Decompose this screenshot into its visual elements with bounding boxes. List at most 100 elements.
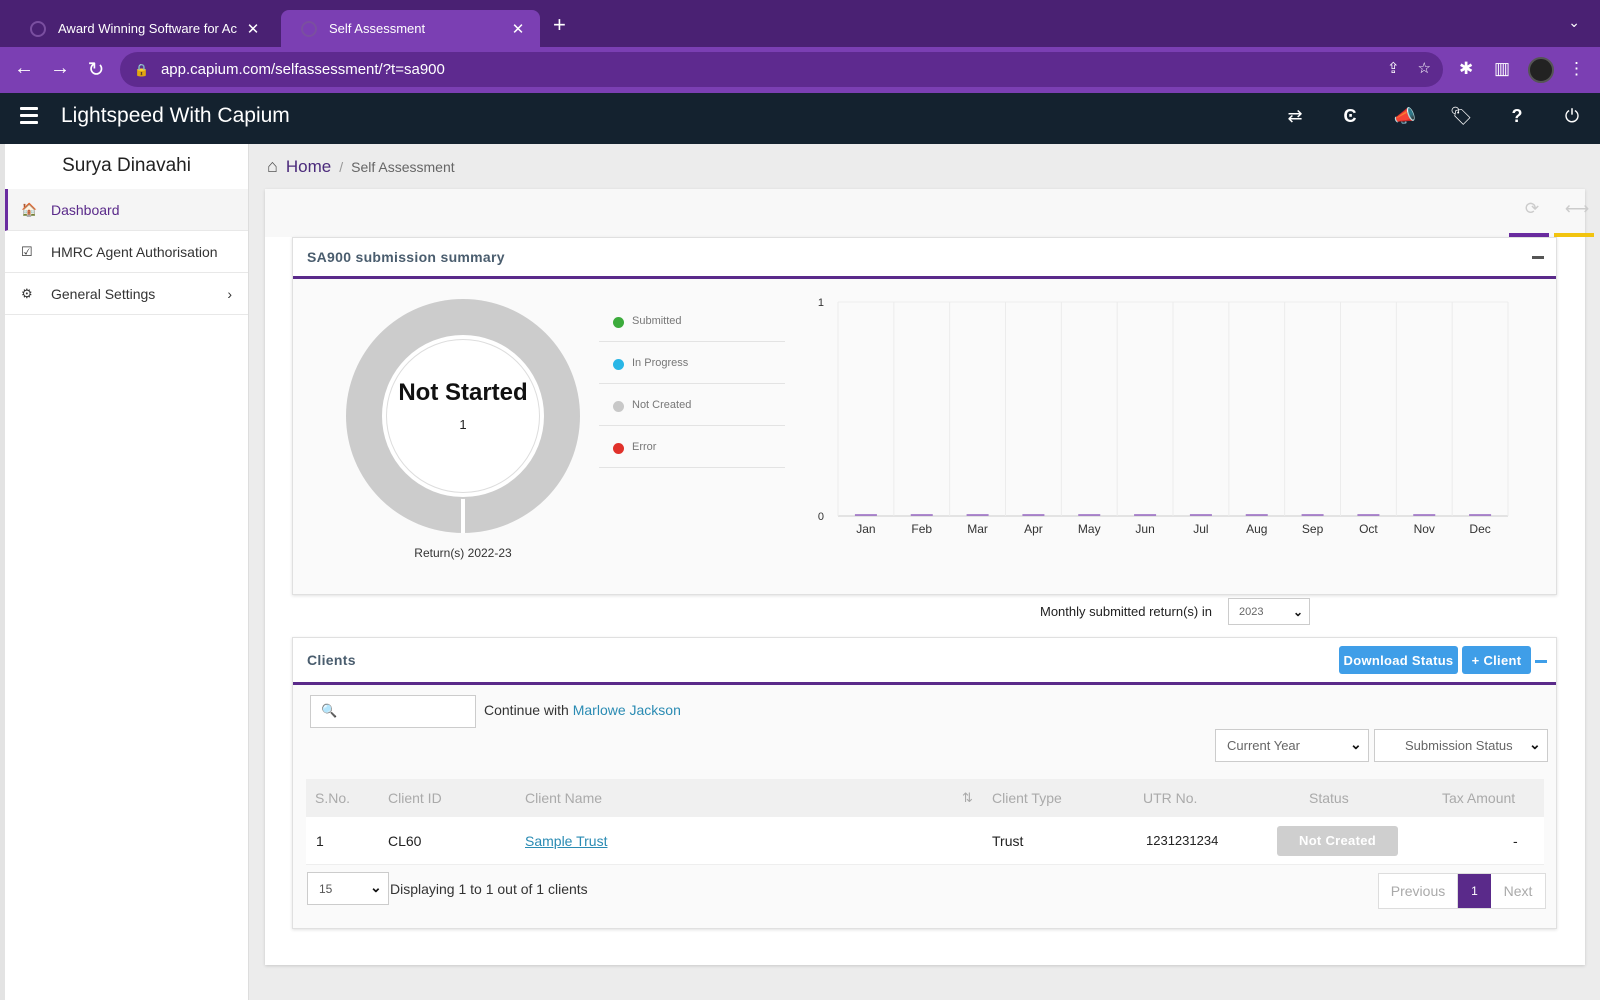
add-client-button[interactable]: + Client bbox=[1462, 646, 1531, 674]
collapse-icon[interactable] bbox=[1535, 660, 1547, 663]
profile-avatar[interactable] bbox=[1528, 57, 1554, 83]
new-tab-icon[interactable]: + bbox=[553, 12, 566, 37]
sidebar-item-hmrc-agent-authorisation[interactable]: ☑ HMRC Agent Authorisation bbox=[5, 231, 248, 273]
browser-toolbar: ← → ↻ 🔒 app.capium.com/selfassessment/?t… bbox=[0, 47, 1600, 93]
year-filter-select[interactable]: Current Year ⌄ bbox=[1215, 729, 1369, 762]
card-title: SA900 submission summary bbox=[307, 249, 505, 265]
cell-tax-amount: - bbox=[1513, 833, 1518, 849]
legend-dot bbox=[613, 317, 624, 328]
table-header: S.No. Client ID Client Name ⇅ Client Typ… bbox=[306, 779, 1544, 817]
clients-card: Clients Download Status + Client 🔍 Conti… bbox=[292, 637, 1557, 929]
close-tab-icon[interactable]: ✕ bbox=[246, 20, 260, 38]
current-page-button[interactable]: 1 bbox=[1458, 874, 1491, 908]
tab-search-icon[interactable]: ⌄ bbox=[1568, 14, 1580, 30]
breadcrumb-current: Self Assessment bbox=[351, 158, 455, 175]
switch-icon[interactable]: ⇄ bbox=[1287, 106, 1303, 126]
browser-tab-bar: Award Winning Software for Ac ✕ Self Ass… bbox=[0, 0, 1600, 47]
status-badge: Not Created bbox=[1277, 826, 1398, 856]
x-tick-label: Jan bbox=[856, 522, 875, 536]
expand-icon[interactable]: ⟷ bbox=[1564, 199, 1590, 218]
refresh-icon[interactable]: ⟳ bbox=[1524, 199, 1540, 218]
user-name: Surya Dinavahi bbox=[62, 155, 191, 176]
browser-tab-active[interactable]: Self Assessment ✕ bbox=[281, 10, 540, 47]
summary-body: Not Started 1 Return(s) 2022-23 Submitte… bbox=[293, 282, 1556, 625]
bar-apr bbox=[1022, 514, 1045, 516]
close-tab-icon[interactable]: ✕ bbox=[511, 20, 525, 38]
y-tick-label: 1 bbox=[818, 297, 824, 309]
donut-count: 1 bbox=[459, 417, 467, 432]
card-header: Clients Download Status + Client bbox=[293, 638, 1556, 685]
download-status-button[interactable]: Download Status bbox=[1339, 646, 1458, 674]
gears-icon: ⚙ bbox=[21, 285, 33, 301]
capium-favicon-icon bbox=[301, 20, 317, 37]
year-select-label: Monthly submitted return(s) in bbox=[1040, 604, 1212, 619]
browser-menu-icon[interactable]: ⋮ bbox=[1568, 59, 1585, 78]
chevron-down-icon: ⌄ bbox=[1529, 736, 1541, 752]
year-select-value: 2023 bbox=[1239, 606, 1264, 618]
sort-icon[interactable]: ⇅ bbox=[962, 790, 973, 805]
tag-icon[interactable]: 🏷 bbox=[1449, 106, 1473, 126]
page-size-select[interactable]: 15 ⌄ bbox=[307, 872, 389, 905]
donut-chart: Not Started 1 bbox=[346, 299, 580, 533]
help-icon[interactable]: ? bbox=[1511, 106, 1523, 126]
column-header-client-id[interactable]: Client ID bbox=[388, 790, 442, 806]
sidebar-item-label: HMRC Agent Authorisation bbox=[51, 243, 218, 260]
donut-title: Not Started bbox=[398, 379, 528, 406]
power-icon[interactable]: ⏻ bbox=[1564, 106, 1580, 126]
sidebar-item-label: General Settings bbox=[51, 285, 156, 302]
card-title: Clients bbox=[307, 652, 356, 668]
chevron-down-icon: ⌄ bbox=[1293, 605, 1304, 619]
search-icon: 🔍 bbox=[321, 703, 338, 718]
legend-item-in-progress: In Progress bbox=[599, 342, 785, 384]
address-bar[interactable]: 🔒 app.capium.com/selfassessment/?t=sa900… bbox=[120, 52, 1443, 87]
status-filter-value: Submission Status bbox=[1405, 738, 1513, 753]
breadcrumb-home-link[interactable]: Home bbox=[285, 156, 332, 176]
chevron-right-icon: › bbox=[227, 285, 232, 302]
bar-nov bbox=[1413, 514, 1436, 516]
column-header-status[interactable]: Status bbox=[1309, 790, 1349, 806]
sidebar-item-label: Dashboard bbox=[51, 201, 120, 218]
reload-icon[interactable]: ↻ bbox=[87, 59, 105, 81]
year-select[interactable]: 2023 ⌄ bbox=[1228, 598, 1310, 625]
url-text: app.capium.com/selfassessment/?t=sa900 bbox=[160, 61, 445, 78]
previous-page-button[interactable]: Previous bbox=[1379, 874, 1458, 908]
x-tick-label: Oct bbox=[1359, 522, 1378, 536]
browser-tab[interactable]: Award Winning Software for Ac ✕ bbox=[10, 10, 275, 47]
column-header-client-type[interactable]: Client Type bbox=[992, 790, 1062, 806]
x-tick-label: May bbox=[1078, 522, 1101, 536]
next-page-button[interactable]: Next bbox=[1491, 874, 1545, 908]
panel-toolbar: ⟳ ⟷ bbox=[265, 189, 1594, 237]
extensions-icon[interactable]: ✱ bbox=[1459, 59, 1474, 78]
bookmark-star-icon[interactable]: ☆ bbox=[1417, 60, 1431, 77]
client-name-link[interactable]: Sample Trust bbox=[525, 833, 608, 849]
share-icon[interactable]: ⇪ bbox=[1386, 60, 1400, 77]
pagination: Previous 1 Next bbox=[1378, 873, 1546, 909]
capium-logo-icon[interactable]: Ͼ bbox=[1343, 106, 1357, 126]
main-panel: ⟳ ⟷ SA900 submission summary Not Started… bbox=[265, 189, 1594, 965]
search-input[interactable]: 🔍 bbox=[310, 695, 476, 728]
legend-label: In Progress bbox=[632, 356, 689, 369]
donut-gap bbox=[461, 497, 465, 533]
x-tick-label: Aug bbox=[1246, 522, 1267, 536]
submission-status-select[interactable]: Submission Status ⌄ bbox=[1374, 729, 1548, 762]
bar-may bbox=[1078, 514, 1101, 516]
column-header-sno[interactable]: S.No. bbox=[315, 790, 351, 806]
cell-client-type: Trust bbox=[992, 833, 1024, 849]
back-icon[interactable]: ← bbox=[14, 57, 34, 79]
sidebar-item-dashboard[interactable]: 🏠 Dashboard bbox=[5, 189, 248, 231]
forward-icon[interactable]: → bbox=[50, 57, 70, 79]
sidebar: Surya Dinavahi 🏠 Dashboard ☑ HMRC Agent … bbox=[0, 144, 249, 1000]
megaphone-icon[interactable]: 📣 bbox=[1393, 106, 1417, 126]
hamburger-menu-icon[interactable] bbox=[20, 107, 38, 128]
continue-client-link[interactable]: Marlowe Jackson bbox=[572, 702, 681, 718]
column-header-tax-amount[interactable]: Tax Amount bbox=[1442, 790, 1516, 806]
page-size-value: 15 bbox=[319, 882, 333, 896]
column-header-utr[interactable]: UTR No. bbox=[1143, 790, 1198, 806]
side-panel-icon[interactable]: ▥ bbox=[1494, 59, 1511, 78]
column-header-client-name[interactable]: Client Name bbox=[525, 790, 603, 806]
collapse-icon[interactable] bbox=[1532, 256, 1544, 259]
legend-item-error: Error bbox=[599, 426, 785, 468]
sidebar-item-general-settings[interactable]: ⚙ General Settings › bbox=[5, 273, 248, 315]
sa900-summary-card: SA900 submission summary Not Started 1 R… bbox=[292, 237, 1557, 625]
legend-item-submitted: Submitted bbox=[599, 300, 785, 342]
